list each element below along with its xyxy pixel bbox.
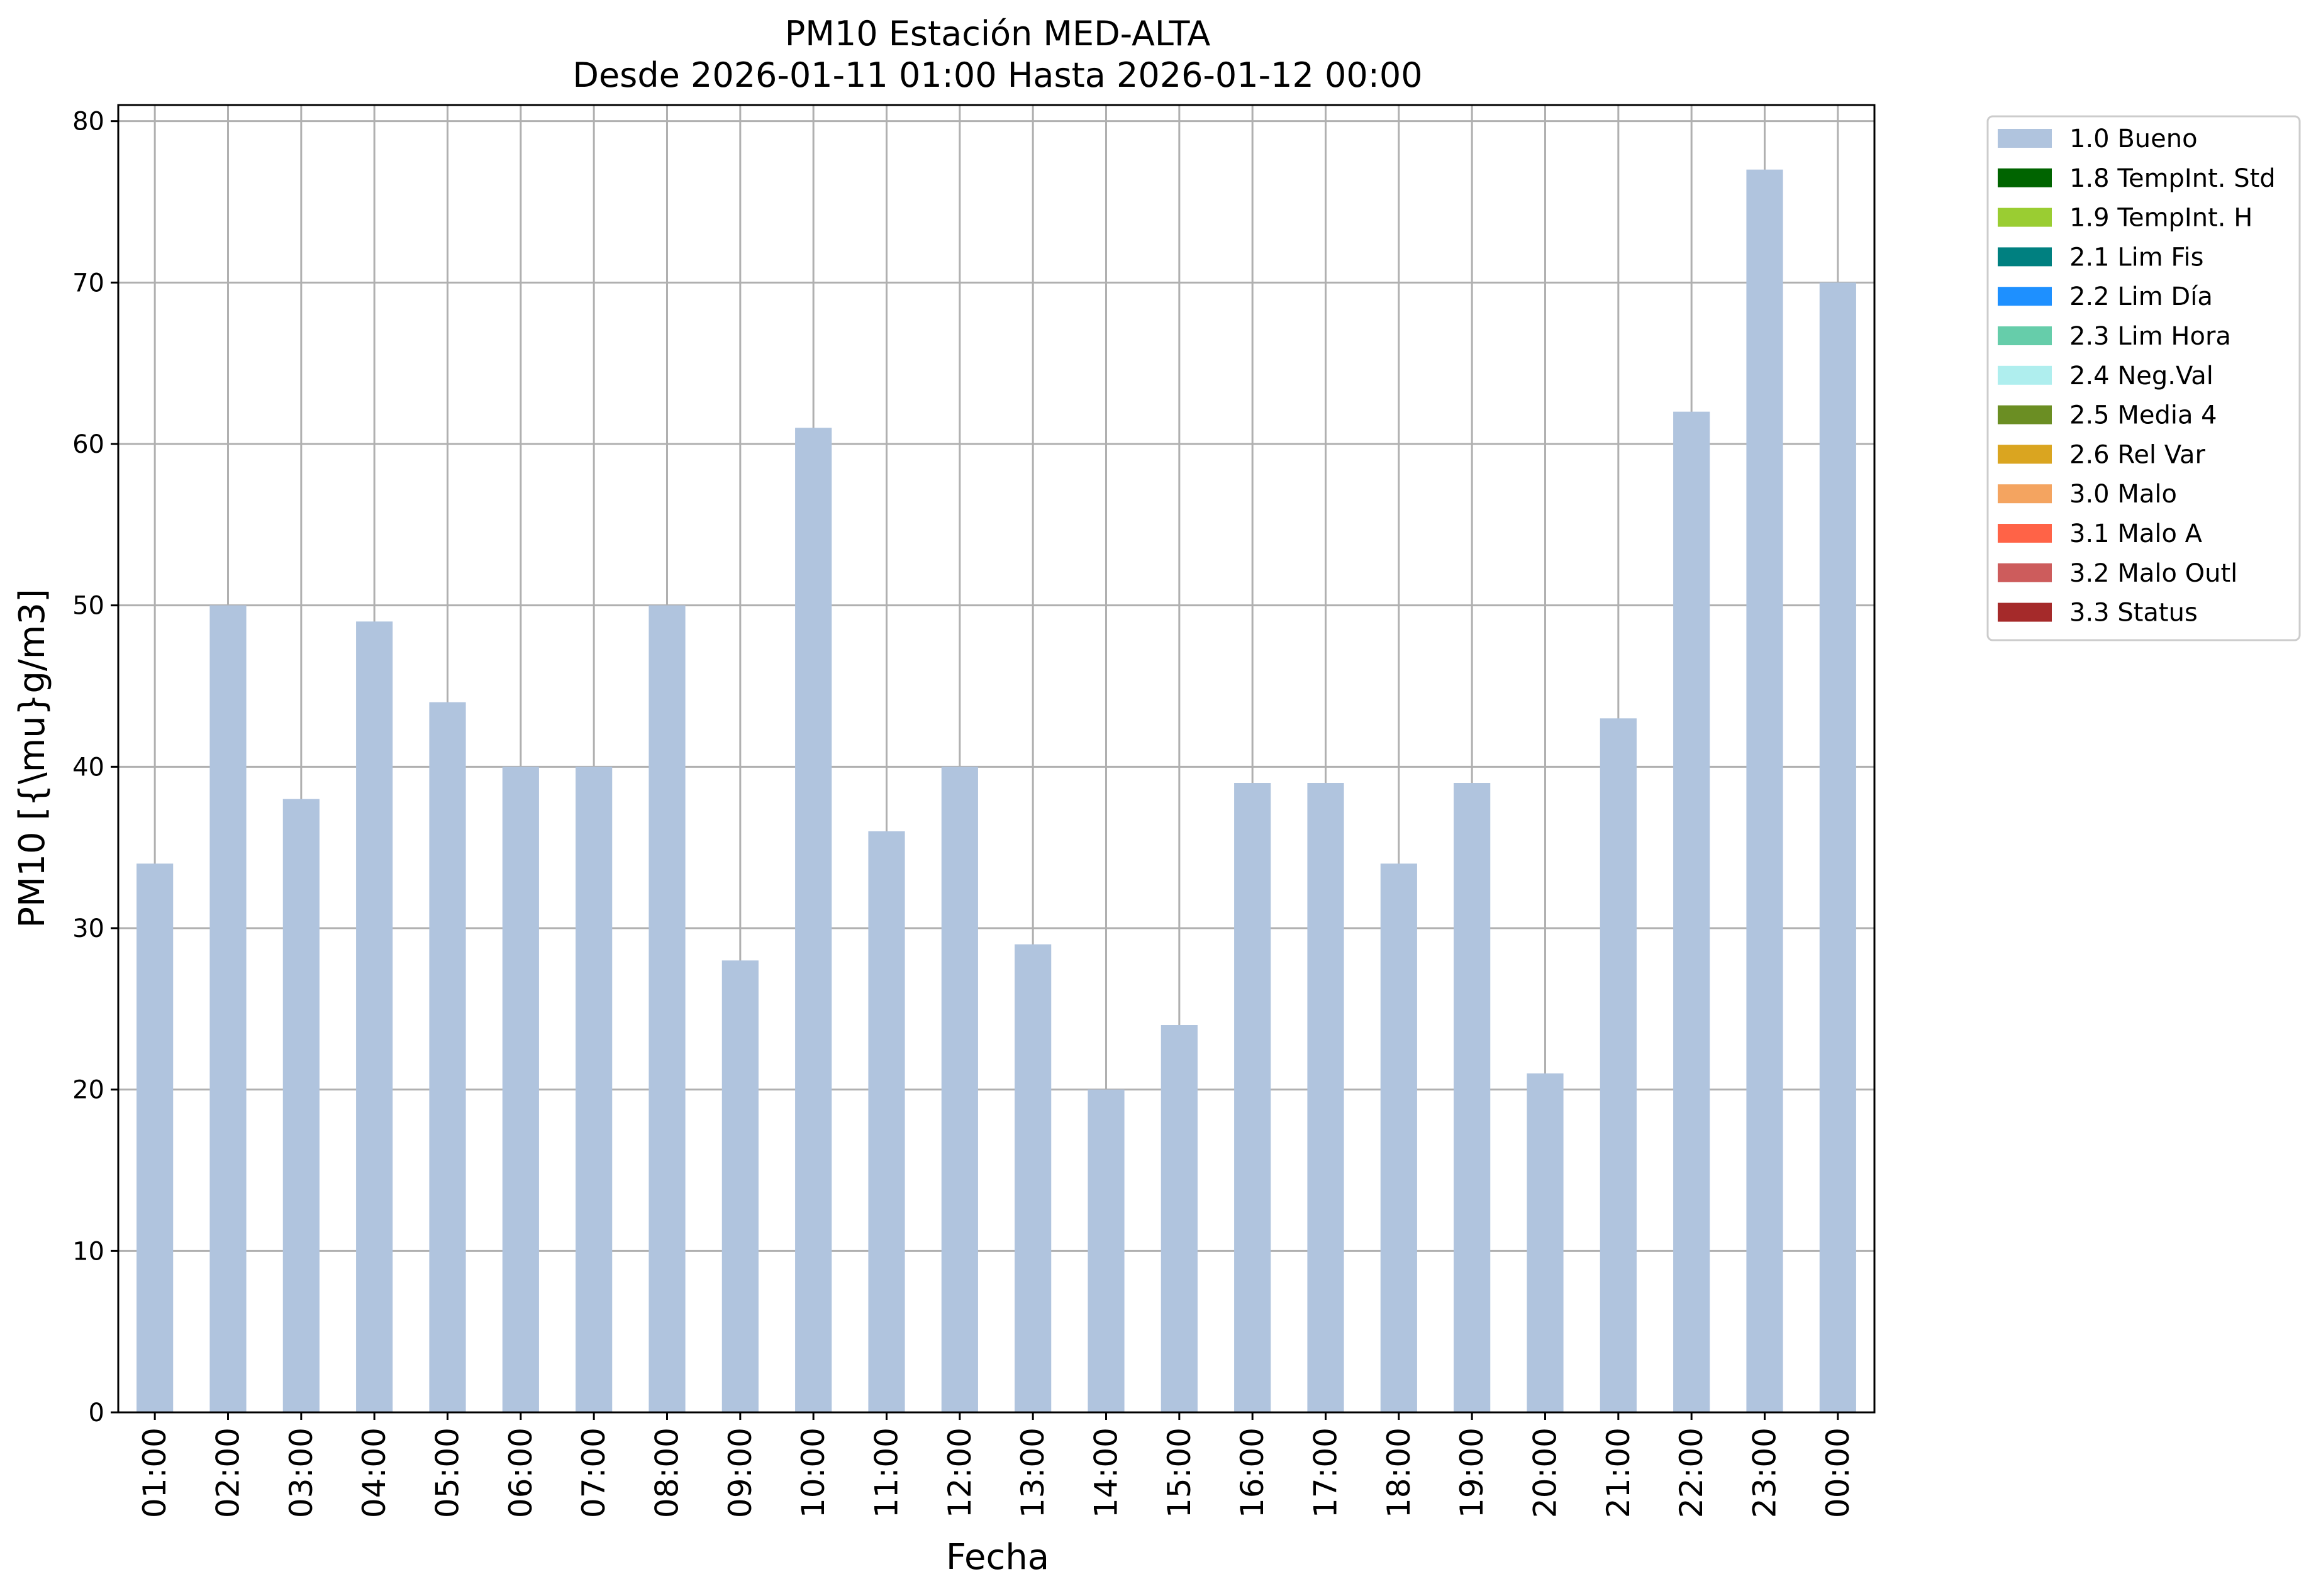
legend-entry-label: 2.1 Lim Fis	[2069, 243, 2203, 272]
legend-entry-label: 1.8 TempInt. Std	[2069, 164, 2276, 193]
legend-entry-label: 1.0 Bueno	[2069, 125, 2198, 153]
bar-series	[136, 169, 1856, 1413]
x-tick-label: 23:00	[1747, 1427, 1783, 1518]
y-tick-label: 0	[89, 1399, 104, 1427]
x-tick-label: 21:00	[1600, 1427, 1637, 1518]
x-tick-label: 12:00	[942, 1427, 978, 1518]
bar-2100	[1600, 718, 1637, 1412]
legend-swatch	[1998, 445, 2052, 464]
legend-entry-label: 3.0 Malo	[2069, 480, 2177, 509]
x-tick-label: 01:00	[136, 1427, 173, 1518]
x-axis: 01:00 02:00 03:00 04:00 05:00 06:00 07:00 08:00…	[136, 1412, 1856, 1518]
bar-1100	[868, 831, 905, 1412]
legend-swatch	[1998, 287, 2052, 306]
x-tick-label: 00:00	[1820, 1427, 1856, 1518]
x-tick-label: 14:00	[1088, 1427, 1125, 1518]
bar-0900	[721, 960, 759, 1412]
x-tick-label: 18:00	[1381, 1427, 1417, 1518]
legend-swatch	[1998, 168, 2052, 187]
x-tick-label: 06:00	[503, 1427, 539, 1518]
legend-entry-label: 2.3 Lim Hora	[2069, 322, 2231, 351]
bar-1300	[1015, 944, 1052, 1412]
y-tick-label: 50	[72, 592, 104, 621]
legend-box	[1986, 115, 2301, 641]
legend-entry-label: 3.2 Malo Outl	[2069, 559, 2237, 588]
bar-0000	[1819, 282, 1856, 1412]
x-tick-label: 08:00	[649, 1427, 686, 1518]
x-tick-label: 16:00	[1234, 1427, 1271, 1518]
bar-0800	[649, 605, 686, 1412]
legend: 1.0 Bueno 1.8 TempInt. Std 1.9 TempInt. H 2…	[1986, 115, 2301, 641]
legend-entry-label: 2.2 Lim Día	[2069, 282, 2213, 311]
legend-entry-label: 2.5 Media 4	[2069, 401, 2217, 430]
legend-swatch	[1998, 326, 2052, 345]
y-tick-label: 60	[72, 430, 104, 459]
y-tick-label: 70	[72, 269, 104, 297]
x-tick-label: 04:00	[356, 1427, 392, 1518]
y-axis-label: PM10 [{\mu}g/m3]	[12, 589, 53, 928]
x-tick-label: 20:00	[1527, 1427, 1564, 1518]
legend-swatch	[1998, 129, 2052, 148]
legend-entry-label: 2.6 Rel Var	[2069, 440, 2206, 469]
bar-2300	[1746, 169, 1783, 1413]
legend-entry-label: 3.1 Malo A	[2069, 519, 2203, 548]
x-tick-label: 03:00	[283, 1427, 320, 1518]
legend-swatch	[1998, 524, 2052, 543]
legend-swatch	[1998, 602, 2052, 622]
x-tick-label: 13:00	[1015, 1427, 1051, 1518]
plot-frame	[117, 104, 1876, 1414]
bar-1200	[941, 767, 978, 1412]
x-tick-label: 22:00	[1673, 1427, 1710, 1518]
chart-title: PM10 Estación MED-ALTA	[785, 14, 1211, 53]
y-tick-label: 10	[72, 1237, 104, 1266]
legend-swatch	[1998, 247, 2052, 267]
bar-1500	[1161, 1025, 1198, 1412]
x-tick-label: 02:00	[210, 1427, 247, 1518]
legend-entry-label: 2.4 Neg.Val	[2069, 362, 2213, 391]
legend-swatch	[1998, 405, 2052, 424]
x-tick-label: 09:00	[722, 1427, 759, 1518]
bar-1000	[795, 428, 832, 1413]
legend-swatch	[1998, 208, 2052, 227]
x-tick-label: 19:00	[1454, 1427, 1490, 1518]
bar-0100	[136, 863, 174, 1412]
legend-swatch	[1998, 484, 2052, 504]
bar-0400	[356, 621, 393, 1413]
bar-0500	[429, 702, 466, 1412]
legend-swatch	[1998, 563, 2052, 582]
y-tick-label: 40	[72, 753, 104, 782]
bar-1900	[1454, 783, 1491, 1412]
legend-entry-label: 1.9 TempInt. H	[2069, 204, 2252, 233]
bar-0200	[209, 605, 247, 1412]
legend-entry-label: 3.3 Status	[2069, 599, 2198, 628]
bar-0700	[576, 767, 613, 1412]
bar-0300	[282, 799, 320, 1412]
chart-subtitle: Desde 2026-01-11 01:00 Hasta 2026-01-12 …	[572, 55, 1422, 95]
bar-0600	[502, 767, 539, 1412]
x-tick-label: 17:00	[1308, 1427, 1344, 1518]
x-tick-label: 15:00	[1161, 1427, 1198, 1518]
y-tick-label: 20	[72, 1076, 104, 1105]
bar-1700	[1307, 783, 1344, 1412]
bar-1800	[1380, 863, 1417, 1412]
y-axis: 0 10 20 30 40 50 60 70 80	[72, 108, 118, 1427]
x-tick-label: 11:00	[869, 1427, 905, 1518]
x-tick-label: 07:00	[576, 1427, 612, 1518]
legend-swatch	[1998, 365, 2052, 385]
y-tick-label: 80	[72, 108, 104, 136]
x-axis-label: Fecha	[946, 1537, 1049, 1578]
x-tick-label: 05:00	[430, 1427, 466, 1518]
x-tick-label: 10:00	[795, 1427, 832, 1518]
y-tick-label: 30	[72, 914, 104, 943]
bar-1400	[1088, 1089, 1125, 1412]
bar-2000	[1527, 1073, 1564, 1412]
bar-1600	[1234, 783, 1271, 1412]
bar-2200	[1673, 411, 1710, 1412]
